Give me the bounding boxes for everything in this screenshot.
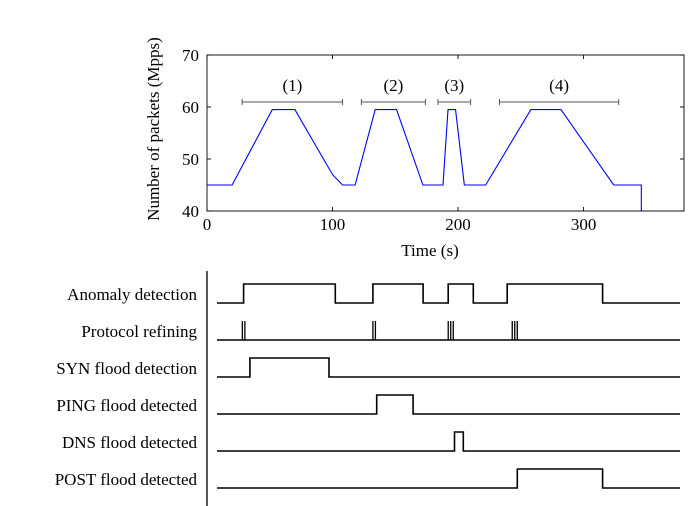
y-tick-label: 60 (182, 98, 199, 117)
signal-trace (217, 357, 680, 378)
signal-trace (217, 283, 680, 304)
plot-frame (206, 54, 685, 212)
x-tick-label: 300 (571, 215, 597, 234)
signal-label: SYN flood detection (56, 359, 197, 378)
signal-trace (217, 468, 680, 489)
signal-trace (217, 431, 680, 452)
x-tick-label: 200 (445, 215, 471, 234)
signal-trace (217, 394, 680, 415)
phase-label: (1) (282, 76, 302, 95)
packet-rate-series-line (207, 109, 642, 211)
x-tick-label: 0 (203, 215, 212, 234)
y-tick-label: 70 (182, 46, 199, 65)
signal-label: PING flood detected (56, 396, 197, 415)
phase-label: (4) (549, 76, 569, 95)
detection-timing-diagram: Anomaly detection Protocol refining SYN fl… (55, 271, 680, 506)
packet-rate-chart: 40 50 60 70 0 100 200 300 (1) (2) (3) (4) Time (s… (144, 37, 685, 260)
phase-label: (3) (444, 76, 464, 95)
y-tick-label: 50 (182, 150, 199, 169)
y-axis-label: Number of packets (Mpps) (144, 37, 163, 221)
y-tick-label: 40 (182, 202, 199, 221)
timing-signals: Anomaly detection Protocol refining SYN fl… (55, 283, 680, 489)
x-axis-label: Time (s) (401, 241, 458, 260)
phase-label: (2) (383, 76, 403, 95)
x-axis-ticks: 0 100 200 300 (203, 55, 597, 234)
signal-label: DNS flood detected (62, 433, 198, 452)
signal-label: Protocol refining (81, 322, 197, 341)
x-tick-label: 100 (320, 215, 346, 234)
y-axis-ticks: 40 50 60 70 (182, 46, 684, 221)
signal-label: POST flood detected (55, 470, 198, 489)
signal-label: Anomaly detection (67, 285, 197, 304)
phase-annotations: (1) (2) (3) (4) (241, 76, 620, 105)
